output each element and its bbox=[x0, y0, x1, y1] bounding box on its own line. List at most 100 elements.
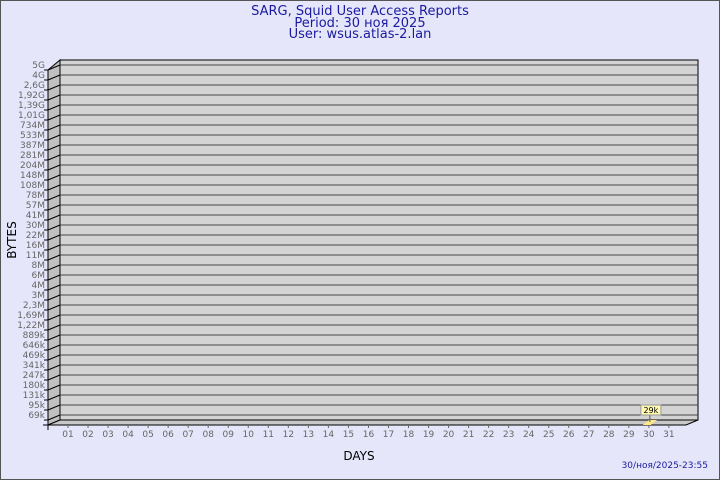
x-tick-label: 17 bbox=[383, 430, 394, 440]
y-tick-connector bbox=[47, 264, 61, 271]
x-tick-label: 06 bbox=[162, 430, 174, 440]
y-tick-label: 734M bbox=[20, 121, 45, 131]
y-tick-label: 469k bbox=[23, 351, 46, 361]
y-tick-connector bbox=[47, 364, 61, 371]
y-tick-connector bbox=[47, 314, 61, 321]
y-tick-connector bbox=[47, 394, 61, 401]
y-tick-label: 95k bbox=[28, 401, 45, 411]
y-tick-connector bbox=[47, 184, 61, 191]
x-tick-label: 29 bbox=[623, 430, 635, 440]
x-tick-label: 31 bbox=[663, 430, 674, 440]
y-tick-connector bbox=[47, 174, 61, 181]
x-tick-label: 05 bbox=[142, 430, 153, 440]
y-tick-connector bbox=[47, 84, 61, 91]
x-tick-label: 09 bbox=[223, 430, 235, 440]
x-tick-label: 24 bbox=[523, 430, 535, 440]
x-tick-label: 01 bbox=[62, 430, 73, 440]
y-tick-connector bbox=[47, 254, 61, 261]
x-tick-label: 16 bbox=[363, 430, 375, 440]
x-tick-label: 19 bbox=[423, 430, 435, 440]
chart-user: User: wsus.atlas-2.lan bbox=[288, 27, 432, 42]
y-tick-connector bbox=[47, 144, 61, 151]
y-tick-label: 16M bbox=[26, 241, 45, 251]
x-tick-label: 30 bbox=[643, 430, 655, 440]
y-tick-connector bbox=[47, 284, 61, 291]
y-tick-label: 2,6G bbox=[24, 81, 45, 91]
chart-title: SARG, Squid User Access Reports bbox=[251, 4, 469, 19]
plot-back-wall bbox=[59, 59, 699, 421]
y-tick-label: 4M bbox=[32, 281, 46, 291]
y-tick-connector bbox=[47, 114, 61, 121]
x-tick-label: 26 bbox=[563, 430, 575, 440]
y-tick-connector bbox=[47, 344, 61, 351]
x-tick-label: 23 bbox=[503, 430, 514, 440]
y-tick-label: 131k bbox=[23, 391, 46, 401]
x-tick-label: 02 bbox=[82, 430, 93, 440]
y-tick-connector bbox=[47, 154, 61, 161]
y-tick-connector bbox=[47, 234, 61, 241]
x-tick-label: 03 bbox=[102, 430, 113, 440]
y-tick-label: 78M bbox=[26, 191, 45, 201]
y-tick-label: 1,01G bbox=[18, 111, 45, 121]
x-tick-label: 11 bbox=[263, 430, 274, 440]
y-tick-label: 1,39G bbox=[18, 101, 45, 111]
y-tick-label: 387M bbox=[20, 141, 45, 151]
y-tick-connector bbox=[47, 74, 61, 81]
y-tick-label: 341k bbox=[23, 361, 46, 371]
y-tick-connector bbox=[47, 104, 61, 111]
x-tick-label: 20 bbox=[443, 430, 455, 440]
y-tick-label: 30M bbox=[26, 221, 45, 231]
y-tick-connector bbox=[47, 214, 61, 221]
y-tick-connector bbox=[47, 324, 61, 331]
y-tick-label: 1,92G bbox=[18, 91, 45, 101]
x-tick-label: 04 bbox=[122, 430, 134, 440]
y-tick-label: 281M bbox=[20, 151, 45, 161]
generated-timestamp: 30/ноя/2025-23:55 bbox=[621, 461, 708, 471]
y-tick-label: 247k bbox=[23, 371, 46, 381]
y-tick-label: 69k bbox=[28, 411, 45, 421]
y-tick-connector bbox=[47, 374, 61, 381]
y-tick-label: 57M bbox=[26, 201, 45, 211]
x-tick-label: 12 bbox=[283, 430, 294, 440]
y-tick-label: 8M bbox=[32, 261, 46, 271]
x-tick-label: 21 bbox=[463, 430, 474, 440]
y-axis-label: BYTES bbox=[5, 221, 19, 258]
y-tick-connector bbox=[47, 274, 61, 281]
y-tick-label: 5G bbox=[32, 61, 45, 71]
y-tick-connector bbox=[47, 64, 61, 71]
plot-floor bbox=[47, 419, 699, 426]
y-tick-connector bbox=[47, 164, 61, 171]
y-tick-label: 204M bbox=[20, 161, 45, 171]
y-tick-label: 180k bbox=[23, 381, 46, 391]
x-tick-label: 22 bbox=[483, 430, 494, 440]
bar-label-box bbox=[640, 404, 662, 416]
x-tick-label: 25 bbox=[543, 430, 554, 440]
y-tick-connector bbox=[47, 414, 61, 421]
y-tick-label: 11M bbox=[26, 251, 45, 261]
x-tick-label: 18 bbox=[403, 430, 415, 440]
bar-value-label: 29k bbox=[643, 406, 658, 415]
x-tick-label: 14 bbox=[323, 430, 335, 440]
y-tick-label: 646k bbox=[23, 341, 46, 351]
y-tick-label: 22M bbox=[26, 231, 45, 241]
bar-day-30 bbox=[642, 420, 657, 425]
y-tick-connector bbox=[47, 244, 61, 251]
x-tick-label: 07 bbox=[182, 430, 193, 440]
y-tick-connector bbox=[47, 94, 61, 101]
y-tick-connector bbox=[47, 294, 61, 301]
x-tick-label: 13 bbox=[303, 430, 314, 440]
x-tick-label: 15 bbox=[343, 430, 354, 440]
y-tick-label: 2,3M bbox=[23, 301, 45, 311]
y-tick-label: 3M bbox=[32, 291, 46, 301]
y-tick-connector bbox=[47, 194, 61, 201]
chart-period: Period: 30 ноя 2025 bbox=[294, 16, 426, 31]
y-tick-connector bbox=[47, 384, 61, 391]
y-tick-label: 6M bbox=[32, 271, 46, 281]
y-tick-label: 41M bbox=[26, 211, 45, 221]
y-tick-label: 1,69M bbox=[17, 311, 45, 321]
y-tick-label: 108M bbox=[20, 181, 45, 191]
y-tick-connector bbox=[47, 204, 61, 211]
y-tick-connector bbox=[47, 304, 61, 311]
x-tick-label: 10 bbox=[243, 430, 255, 440]
